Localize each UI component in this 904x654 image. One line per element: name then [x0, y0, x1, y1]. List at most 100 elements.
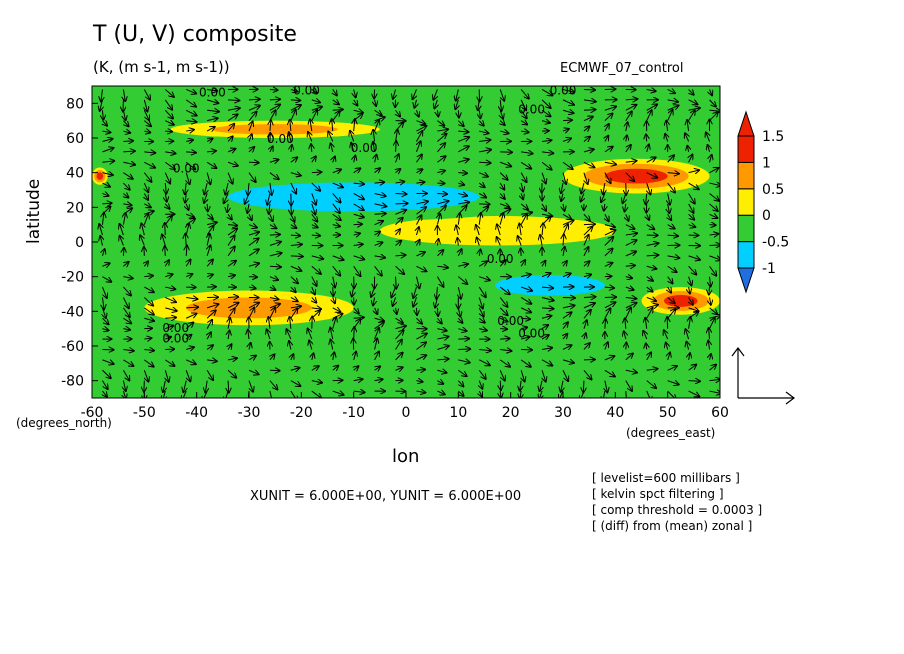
- wind-vector: [164, 99, 172, 110]
- wind-vector: [374, 182, 385, 183]
- wind-vector: [604, 114, 613, 122]
- wind-vector: [143, 297, 153, 305]
- wind-vector: [625, 380, 632, 391]
- wind-vector: [605, 380, 608, 393]
- wind-vector: [688, 225, 696, 227]
- wind-vector: [499, 370, 505, 380]
- wind-vector: [479, 297, 482, 308]
- wind-vector: [604, 356, 614, 360]
- wind-vector: [646, 255, 659, 256]
- wind-vector: [165, 287, 175, 289]
- wind-vector: [290, 308, 297, 319]
- wind-vector: [646, 305, 658, 308]
- wind-vector: [102, 139, 112, 142]
- wind-vector: [269, 380, 277, 390]
- wind-vector: [541, 214, 552, 216]
- wind-vector: [206, 127, 215, 131]
- wind-vector: [123, 182, 129, 190]
- wind-vector: [500, 193, 505, 198]
- wind-vector: [479, 391, 482, 397]
- wind-vector: [374, 221, 383, 225]
- wind-vector: [291, 225, 297, 228]
- wind-vector: [666, 343, 668, 350]
- wind-vector: [541, 89, 552, 95]
- wind-vector: [709, 265, 717, 275]
- wind-vector: [353, 110, 363, 112]
- wind-vector: [141, 223, 144, 236]
- wind-vector: [562, 312, 572, 319]
- anomaly-band: [228, 182, 480, 212]
- wind-vector: [563, 234, 564, 246]
- wind-vector: [625, 240, 637, 246]
- wind-vector: [499, 260, 506, 267]
- wind-vector: [667, 366, 677, 370]
- wind-vector: [646, 343, 647, 350]
- wind-vector: [562, 305, 575, 307]
- wind-vector: [416, 391, 425, 393]
- wind-vector: [562, 110, 574, 113]
- wind-vector: [374, 318, 384, 320]
- wind-vector: [646, 380, 656, 388]
- wind-vector: [353, 233, 360, 235]
- wind-vector: [583, 369, 592, 379]
- wind-vector: [667, 317, 668, 329]
- wind-vector: [500, 182, 504, 190]
- wind-vector: [667, 381, 679, 385]
- wind-vector: [562, 370, 568, 381]
- wind-vector: [626, 122, 628, 132]
- wind-vector: [458, 349, 470, 350]
- wind-vector: [604, 107, 616, 111]
- wind-vector: [500, 89, 504, 100]
- wind-vector: [143, 172, 151, 182]
- wind-vector: [603, 182, 605, 194]
- wind-vector: [625, 99, 638, 100]
- wind-vector: [646, 134, 647, 142]
- wind-vector: [183, 380, 186, 393]
- wind-vector: [625, 145, 631, 153]
- wind-vector: [144, 318, 154, 321]
- wind-vector: [227, 114, 237, 122]
- wind-vector: [542, 308, 553, 309]
- wind-vector: [207, 360, 217, 361]
- wind-vector: [416, 227, 418, 236]
- wind-vector: [561, 380, 563, 392]
- wind-vector: [290, 120, 291, 132]
- colorbar-segment: [737, 214, 755, 243]
- wind-vector: [458, 391, 463, 396]
- x-tick-label: 10: [449, 405, 467, 421]
- wind-vector: [333, 89, 337, 95]
- colorbar-label: -1: [762, 261, 776, 277]
- wind-vector: [395, 193, 407, 194]
- wind-vector: [709, 193, 719, 200]
- wind-vector: [626, 214, 629, 221]
- wind-vector: [333, 276, 335, 288]
- wind-vector: [521, 327, 527, 328]
- wind-vector: [667, 265, 677, 272]
- wind-vector: [396, 307, 397, 314]
- wind-vector: [269, 172, 279, 180]
- wind-vector: [500, 204, 509, 207]
- x-tick-label: 30: [554, 405, 572, 421]
- x-unit-label: (degrees_east): [626, 426, 716, 440]
- wind-vector: [583, 235, 589, 246]
- wind-vector: [457, 120, 463, 126]
- wind-vector: [709, 203, 718, 211]
- wind-vector: [584, 333, 586, 340]
- wind-vector: [144, 338, 151, 339]
- wind-vector: [290, 368, 300, 371]
- wind-vector: [102, 183, 109, 187]
- wind-vector: [354, 307, 359, 314]
- y-tick-label: -40: [61, 304, 84, 320]
- wind-vector: [267, 329, 270, 340]
- wind-vector: [353, 168, 361, 172]
- x-tick-label: 40: [606, 405, 624, 421]
- wind-vector: [458, 360, 469, 363]
- wind-vector: [102, 173, 112, 175]
- wind-vector: [375, 99, 377, 106]
- wind-vector: [625, 105, 637, 111]
- wind-vector: [227, 247, 235, 257]
- wind-vector: [100, 236, 102, 246]
- wind-vector: [312, 353, 314, 360]
- wind-vector: [102, 206, 110, 215]
- y-tick-label: -60: [61, 339, 84, 355]
